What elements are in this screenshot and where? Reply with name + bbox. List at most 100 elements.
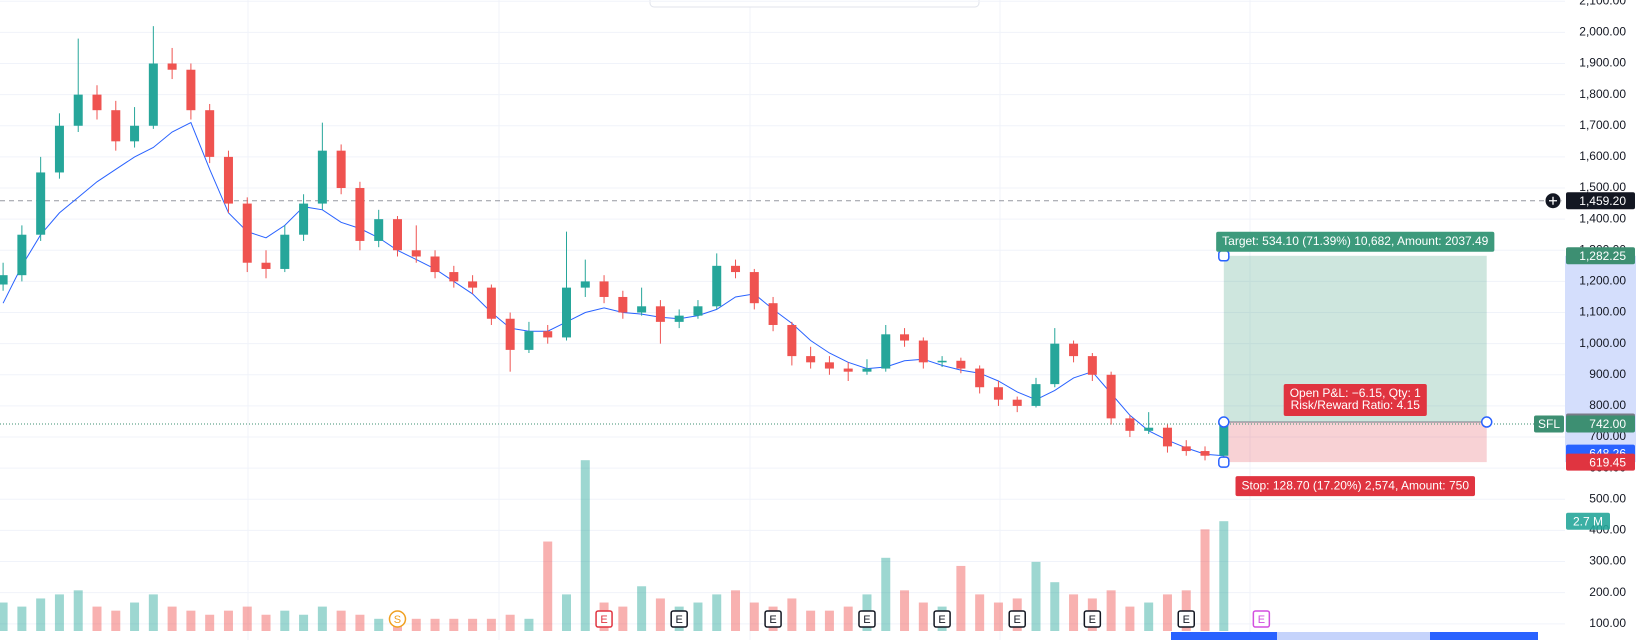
- range-bar: [1430, 632, 1538, 640]
- candle-body: [505, 318, 515, 350]
- y-tick-label: 1,500.00: [1579, 180, 1626, 194]
- candle-body: [937, 360, 947, 363]
- candle-body: [580, 281, 590, 288]
- volume-bar: [317, 606, 327, 631]
- candle-body: [918, 340, 928, 363]
- volume-bar: [1144, 602, 1154, 631]
- volume-bar: [637, 586, 647, 631]
- candle-body: [1050, 343, 1060, 385]
- range-bar: [1171, 632, 1277, 640]
- volume-bar: [731, 590, 741, 631]
- y-tick-label: 1,400.00: [1579, 211, 1626, 225]
- volume-bar: [261, 614, 271, 631]
- candle-body: [543, 331, 553, 338]
- volume-bar: [918, 602, 928, 631]
- candle-body: [900, 334, 910, 341]
- volume-bar: [468, 618, 478, 631]
- candle-body: [261, 262, 271, 269]
- volume-bar: [17, 606, 27, 631]
- candle-body: [468, 281, 478, 288]
- volume-bar: [299, 614, 309, 631]
- candle-body: [1200, 451, 1210, 456]
- candle-body: [731, 265, 741, 273]
- volume-label: 2.7 M: [1573, 514, 1603, 528]
- y-tick-label: 900.00: [1589, 367, 1626, 381]
- candle-body: [374, 219, 384, 241]
- y-tick-label: 1,100.00: [1579, 305, 1626, 319]
- candle-body: [806, 356, 816, 363]
- candle-body: [1031, 384, 1041, 406]
- volume-bar: [787, 598, 797, 631]
- candle-body: [562, 287, 571, 338]
- candle-body: [299, 203, 309, 235]
- candle-body: [242, 203, 252, 263]
- candle-body: [824, 362, 834, 369]
- event-icon: [933, 610, 951, 628]
- handle: [1480, 416, 1493, 428]
- volume-bar: [543, 541, 553, 631]
- volume-bar: [956, 565, 966, 631]
- volume-bar: [806, 610, 816, 631]
- volume-bar: [1069, 594, 1079, 631]
- volume-bar: [975, 594, 985, 631]
- event-label: E: [863, 614, 870, 626]
- legend-box: [649, 0, 980, 8]
- volume-bar: [223, 610, 233, 631]
- candle-body: [17, 234, 27, 276]
- candle-body: [148, 63, 158, 126]
- event-label: E: [1183, 614, 1190, 626]
- volume-bar: [374, 618, 384, 631]
- stop-label-text: Stop: 128.70 (17.20%) 2,574, Amount: 750: [1242, 478, 1470, 492]
- candle-body: [524, 331, 534, 350]
- candle-body: [599, 281, 609, 297]
- candle-body: [1012, 399, 1022, 406]
- event-icon: [1083, 610, 1102, 628]
- volume-bar: [749, 602, 759, 631]
- candle-body: [975, 368, 985, 388]
- volume-bar: [1050, 582, 1060, 631]
- stop-label-bg: [1235, 476, 1476, 497]
- candle-body: [618, 296, 628, 313]
- volume-bar: [993, 602, 1003, 631]
- y-tick-label: 200.00: [1589, 585, 1626, 599]
- event-icon: [1177, 610, 1195, 628]
- candle-body: [92, 94, 102, 111]
- y-tick-label: 1,800.00: [1579, 87, 1626, 101]
- candle-body: [956, 360, 966, 369]
- volume-bar: [881, 557, 891, 631]
- volume-bar: [186, 610, 196, 631]
- candle-body: [674, 315, 684, 322]
- candle-body: [355, 188, 365, 241]
- volume-bar: [280, 610, 290, 631]
- candle-body: [167, 63, 177, 70]
- volume-bar: [562, 594, 571, 631]
- candle-body: [693, 306, 703, 316]
- y-tick-label: 1,700.00: [1579, 118, 1626, 132]
- candle-body: [768, 303, 778, 325]
- volume-bar: [111, 610, 121, 631]
- event-icon: [670, 610, 688, 628]
- volume-bar: [824, 610, 834, 631]
- range-bar: [1277, 632, 1430, 640]
- y-tick-label: 700.00: [1589, 429, 1626, 443]
- event-label: E: [1089, 614, 1096, 626]
- price-label: 1,282.25: [1579, 249, 1626, 263]
- candle-body: [655, 306, 665, 322]
- candle-body: [1219, 423, 1229, 456]
- volume-bar: [1162, 594, 1172, 631]
- volume-bar: [693, 602, 703, 631]
- price-label-bg: [1566, 453, 1635, 471]
- y-tick-label: 2,100.00: [1579, 0, 1626, 7]
- volume-bar: [449, 618, 459, 631]
- price-label-bg: [1566, 415, 1635, 433]
- y-tick-label: 1,200.00: [1579, 274, 1626, 288]
- volume-bar: [73, 590, 83, 631]
- candle-body: [336, 150, 346, 189]
- volume-bar: [205, 614, 215, 631]
- candle-body: [1162, 427, 1172, 447]
- candle-body: [712, 265, 722, 307]
- target-label: Target: 534.10 (71.39%) 10,682, Amount: …: [1216, 231, 1495, 252]
- candle-body: [317, 150, 327, 204]
